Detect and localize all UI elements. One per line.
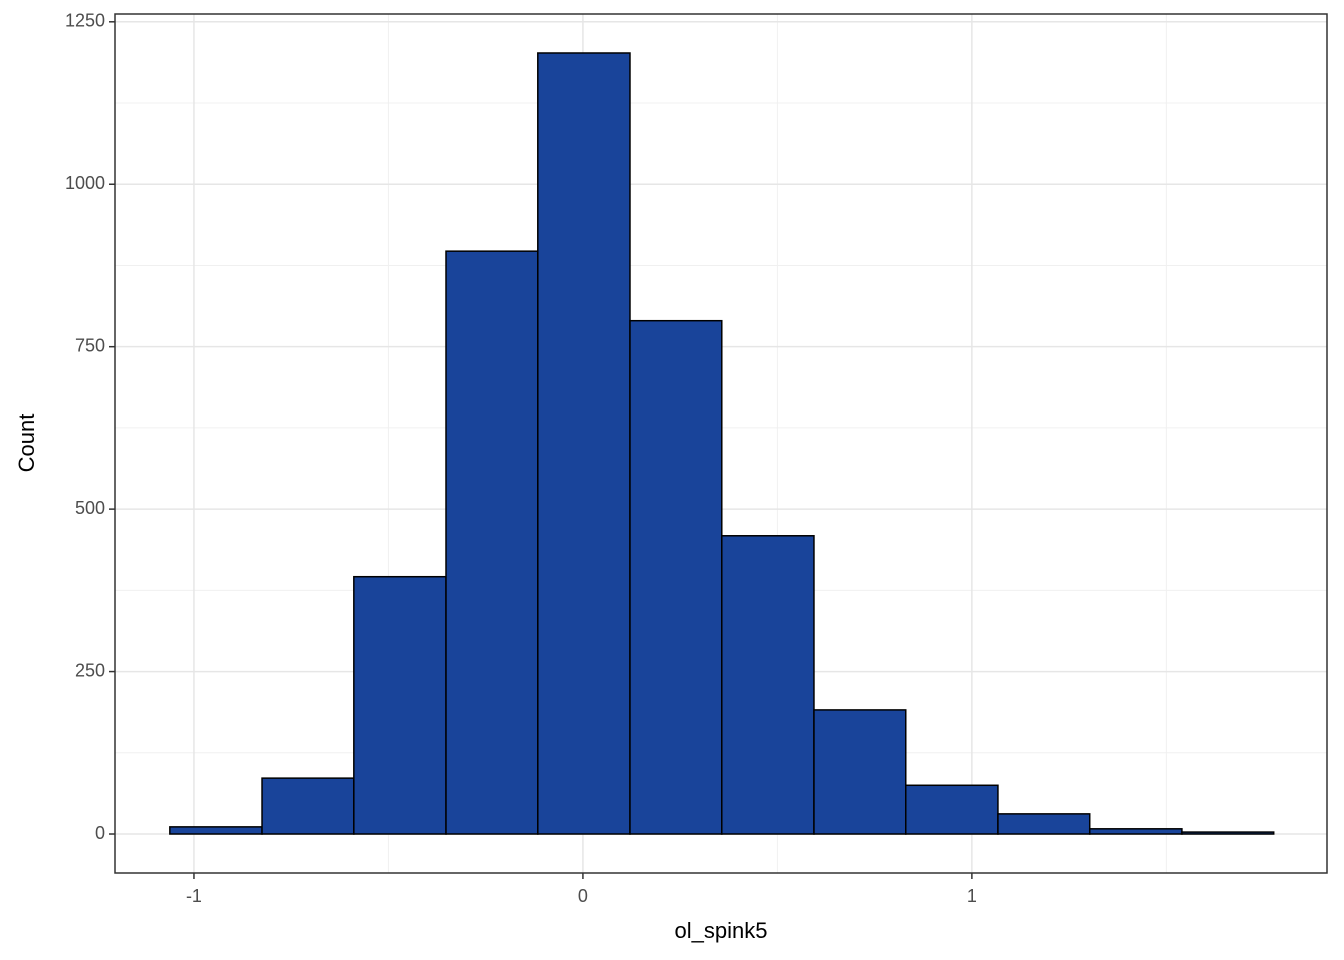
bar [261, 777, 355, 835]
bar [721, 535, 815, 835]
y-tick-label: 1000 [65, 173, 105, 193]
bar [997, 813, 1091, 835]
bar [353, 575, 447, 835]
x-tick-label: 1 [967, 886, 977, 906]
bar [445, 250, 539, 835]
x-tick-label: -1 [186, 886, 202, 906]
y-tick-label: 750 [75, 335, 105, 355]
y-axis-title: Count [14, 414, 39, 473]
bar [537, 52, 631, 835]
y-tick-label: 1250 [65, 11, 105, 31]
y-tick-label: 0 [95, 823, 105, 843]
y-tick-label: 250 [75, 660, 105, 680]
bar [1088, 828, 1183, 835]
panel-border [114, 13, 1328, 874]
bar [813, 709, 907, 835]
bar [169, 826, 263, 835]
bar [629, 319, 723, 835]
bar [905, 784, 999, 835]
x-axis-title: ol_spink5 [675, 918, 768, 943]
y-tick-label: 500 [75, 498, 105, 518]
bar [1181, 831, 1275, 835]
x-tick-label: 0 [578, 886, 588, 906]
